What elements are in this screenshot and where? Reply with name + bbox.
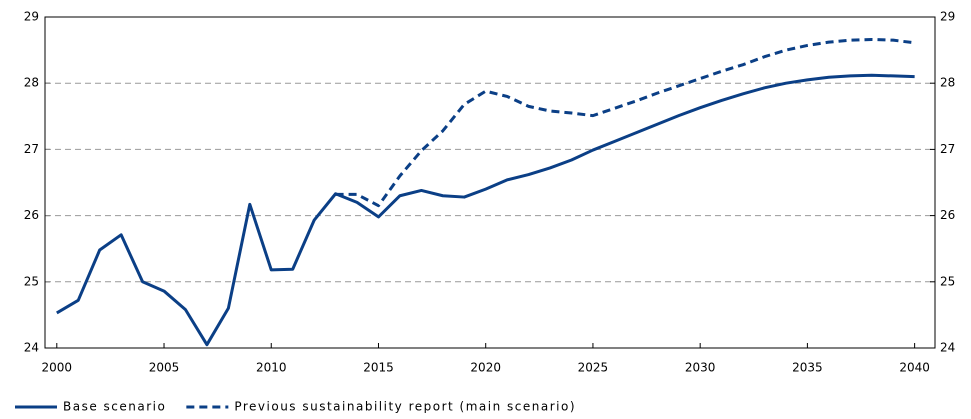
y2-tick-label: 28 xyxy=(940,76,955,90)
series-line xyxy=(335,38,915,208)
y2-tick-label: 27 xyxy=(940,142,955,156)
legend-label: Previous sustainability report (main sce… xyxy=(234,400,576,414)
x-tick-label: 2020 xyxy=(470,361,501,375)
x-tick-label: 2040 xyxy=(899,361,930,375)
x-tick-label: 2005 xyxy=(149,361,180,375)
x-tick-label: 2000 xyxy=(42,361,73,375)
y-tick-label: 27 xyxy=(24,142,39,156)
plot-frame xyxy=(44,16,936,349)
x-tick-label: 2030 xyxy=(685,361,716,375)
y-tick-label: 24 xyxy=(24,341,39,355)
y2-tick-label: 25 xyxy=(940,274,955,288)
x-tick-label: 2035 xyxy=(792,361,823,375)
y-tick-label: 29 xyxy=(24,10,39,24)
y2-tick-label: 29 xyxy=(940,10,955,24)
y-tick-label: 26 xyxy=(24,208,39,222)
legend-label: Base scenario xyxy=(63,400,166,414)
y2-tick-label: 24 xyxy=(940,341,955,355)
y2-tick-label: 26 xyxy=(940,208,955,222)
x-tick-label: 2025 xyxy=(578,361,609,375)
x-tick-label: 2015 xyxy=(363,361,394,375)
x-tick-label: 2010 xyxy=(256,361,287,375)
y-tick-label: 25 xyxy=(24,274,39,288)
series-line xyxy=(56,73,915,347)
y-tick-label: 28 xyxy=(24,76,39,90)
